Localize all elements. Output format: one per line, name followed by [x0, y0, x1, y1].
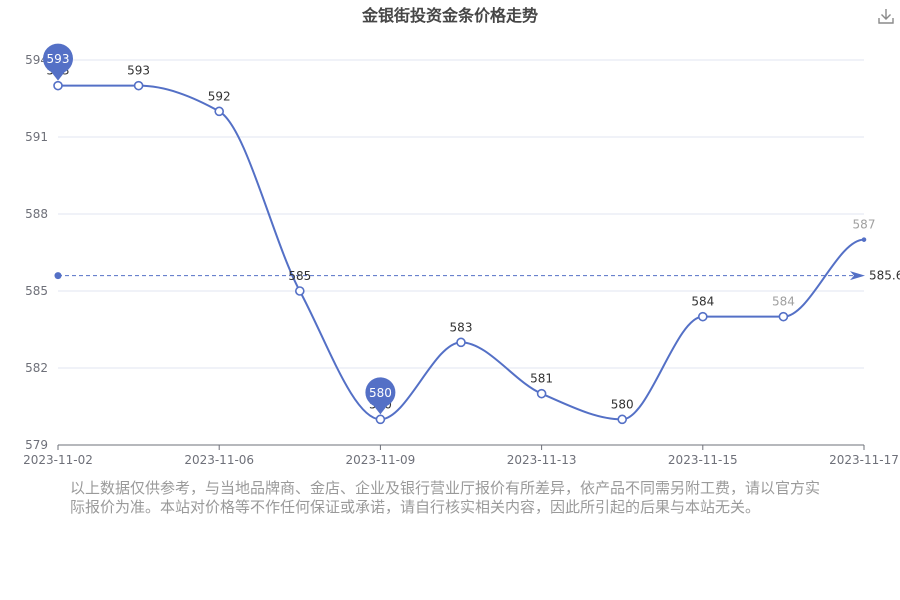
data-point: [375, 414, 386, 425]
line-chart: 579 582 585 588 591 594 2023-11-02 2023-11-06 20…: [23, 43, 900, 467]
data-label: 592: [208, 89, 231, 103]
x-tick-label: 2023-11-15: [668, 453, 738, 467]
data-point: [861, 237, 867, 242]
y-tick-label: 591: [25, 130, 48, 144]
data-point: [697, 311, 708, 322]
average-line-arrow: [850, 271, 865, 281]
y-tick-label: 585: [25, 284, 48, 298]
chart-title: 金银街投资金条价格走势: [361, 6, 538, 25]
data-point: [133, 80, 144, 91]
y-tick-label: 582: [25, 361, 48, 375]
min-marker: [365, 377, 396, 408]
data-point: [536, 388, 547, 399]
data-label: 587: [853, 218, 876, 232]
series-line: [57, 84, 865, 421]
average-line-label: 585.6: [869, 269, 900, 283]
y-tick-label: 588: [25, 207, 48, 221]
data-label: 581: [530, 372, 553, 386]
data-label: 584: [772, 295, 795, 309]
data-point: [294, 286, 305, 296]
y-tick-label: 579: [25, 438, 48, 452]
x-tick-label: 2023-11-17: [829, 453, 899, 467]
min-marker-label: 580: [369, 386, 392, 400]
data-point: [456, 337, 466, 348]
download-icon[interactable]: [876, 6, 896, 26]
data-point: [53, 80, 63, 91]
data-label: 585: [288, 269, 311, 283]
min-marker-tip: [373, 405, 388, 415]
x-tick-label: 2023-11-13: [507, 453, 577, 467]
max-marker-label: 593: [47, 52, 70, 66]
data-point: [778, 311, 789, 322]
data-label: 593: [127, 64, 150, 78]
data-label: 583: [450, 320, 473, 334]
data-label: 584: [691, 295, 714, 309]
x-tick-label: 2023-11-09: [346, 453, 416, 467]
max-marker-tip: [51, 71, 65, 81]
data-point: [617, 414, 628, 425]
data-label: 580: [611, 397, 634, 411]
max-marker: [43, 43, 73, 74]
data-point: [214, 106, 224, 117]
y-tick-label: 594: [25, 53, 48, 67]
x-tick-label: 2023-11-06: [184, 453, 254, 467]
x-tick-label: 2023-11-02: [23, 453, 93, 467]
disclaimer-text: 以上数据仅供参考，与当地品牌商、金店、企业及银行营业厅报价有所差异，依产品不同需…: [70, 479, 821, 516]
